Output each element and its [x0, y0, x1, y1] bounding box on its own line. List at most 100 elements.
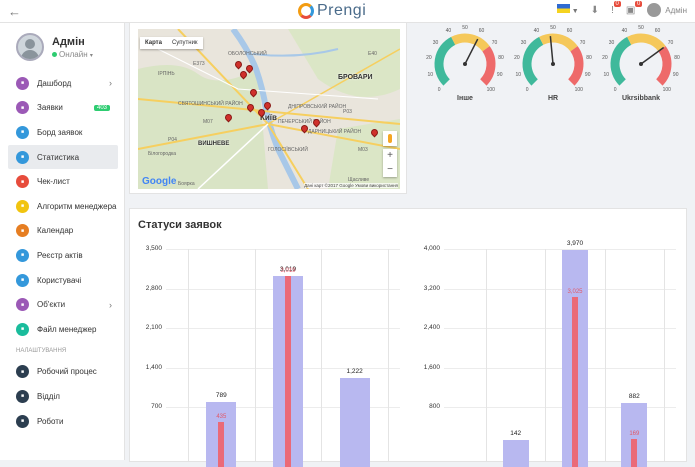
gauge-tick-label: 40: [445, 28, 452, 35]
user-status[interactable]: Онлайн ▾: [52, 50, 93, 59]
gauge-tick-label: 40: [533, 28, 540, 35]
stats-card: Статуси заявок 3,500 2,800 2,100 1,400 700 78…: [129, 208, 687, 467]
gauge-band: [655, 46, 672, 86]
sidebar-item[interactable]: ■ Календар: [8, 219, 118, 244]
map-pin-icon[interactable]: [246, 65, 253, 75]
user-menu[interactable]: Адмін: [647, 3, 687, 17]
inbox-badge: 0: [634, 0, 643, 7]
sidebar-item[interactable]: ■ Заявки 403: [8, 96, 118, 121]
category-divider: [321, 249, 323, 461]
y-tick-label: 1,600: [423, 363, 440, 371]
inbox-icon[interactable]: ▣ 0: [625, 0, 643, 16]
logo[interactable]: Prengi: [298, 0, 366, 22]
map-pin-icon[interactable]: [301, 125, 308, 135]
gauge-tick-label: 70: [579, 39, 586, 46]
count-badge: 403: [93, 104, 110, 111]
download-icon[interactable]: ⬇: [590, 4, 600, 16]
category-divider: [188, 249, 189, 461]
back-arrow-icon[interactable]: ←: [8, 4, 21, 19]
map-pin-icon[interactable]: [235, 61, 242, 71]
bar-total[interactable]: [502, 439, 529, 467]
map-label: Білогородка: [148, 151, 177, 157]
map-label: M03: [358, 147, 368, 153]
grid-line: [444, 288, 676, 290]
map-pin-icon[interactable]: [313, 119, 320, 129]
sidebar-item[interactable]: ■ Роботи: [8, 409, 118, 434]
gauge-tick-label: 50: [462, 24, 468, 31]
logo-text: Prengi: [317, 2, 367, 19]
bar-total[interactable]: [339, 377, 370, 467]
sidebar-item-label: Користувачі: [37, 275, 82, 285]
gauge-tick-label: 20: [514, 55, 520, 62]
file-manager-icon: ■: [16, 322, 29, 336]
sidebar-item[interactable]: ■ Статистика: [8, 144, 118, 170]
bar-subset-label: 435: [216, 414, 227, 421]
bar-subset-label: 3,019: [280, 268, 296, 275]
category-divider: [486, 249, 487, 461]
gauge-tick-label: 10: [427, 72, 434, 79]
map-label: ОБОЛОНСЬКИЙ: [228, 51, 267, 57]
bar-subset[interactable]: [218, 422, 225, 467]
chevron-down-icon: ▼: [571, 8, 579, 15]
bar-subset[interactable]: [285, 276, 291, 467]
language-selector[interactable]: ▼: [556, 4, 579, 16]
gauge-label: HR: [547, 95, 559, 102]
zoom-in-button[interactable]: +: [387, 150, 393, 161]
sidebar-item[interactable]: ■ Чек-лист: [8, 169, 118, 194]
bar-value-label: 789: [215, 392, 227, 400]
gauge-tick-label: 70: [667, 39, 674, 46]
sidebar-item[interactable]: ■ Реєстр актів: [8, 243, 118, 268]
gauge-tick-label: 90: [584, 72, 591, 79]
gauge-hub: [463, 62, 467, 66]
tab-satellite[interactable]: Супутник: [171, 40, 198, 46]
gauge-tick-label: 10: [603, 72, 610, 79]
grid-line: [166, 249, 400, 250]
status-chart-left: 3,500 2,800 2,100 1,400 700 789 435 3,019 3,019 1…: [130, 209, 408, 467]
gauge-tick-label: 40: [621, 28, 628, 35]
bar-subset[interactable]: [631, 438, 638, 467]
gauge-needle: [464, 38, 479, 65]
top-right-controls: ▼ ⬇ ! 0 ▣ 0 Адмін: [556, 0, 687, 17]
bar-subset[interactable]: [572, 297, 578, 467]
zoom-out-button[interactable]: −: [387, 164, 393, 175]
calendar-icon: ■: [16, 224, 29, 238]
logo-mark-icon: [298, 3, 314, 19]
requests-map[interactable]: Карта Супутник ІРПІНЬ ОБОЛОНСЬКИЙ СВЯТОШ…: [138, 29, 400, 189]
sidebar-item[interactable]: ■ Відділ: [8, 384, 118, 409]
gauge-tick-label: 30: [608, 39, 615, 46]
alert-icon[interactable]: ! 0: [611, 0, 621, 16]
gauge-band: [434, 36, 456, 86]
street-view-icon[interactable]: [383, 131, 397, 146]
tools-icon: ■: [16, 414, 29, 428]
gauge: 0 10 20 30 40 50 60 70 80 90 100 HR: [508, 22, 598, 108]
sidebar-item[interactable]: ■ Алгоритм менеджера: [8, 194, 118, 219]
tab-map[interactable]: Карта: [145, 40, 162, 46]
sidebar-item[interactable]: ■ Користувачі: [8, 268, 118, 293]
sidebar-item-label: Об'єкти: [37, 300, 66, 310]
sidebar-item-label: Дашборд: [37, 78, 72, 88]
map-type-tabs: Карта Супутник: [140, 37, 203, 49]
sidebar-item[interactable]: ■ Дашборд ›: [8, 71, 118, 96]
map-pin-icon[interactable]: [371, 129, 378, 139]
map-pin-icon[interactable]: [250, 89, 257, 99]
gauge-needle: [549, 36, 554, 65]
gauge-tick-label: 100: [486, 86, 495, 93]
sidebar-item[interactable]: ■ Файл менеджер: [8, 317, 118, 342]
sidebar-item[interactable]: ■ Об'єкти ›: [8, 292, 118, 317]
map-label: P03: [343, 109, 352, 115]
y-tick-label: 3,500: [145, 245, 162, 252]
sidebar-item-label: Чек-лист: [37, 177, 70, 187]
map-label: ВИШНЕВЕ: [198, 141, 230, 147]
gauge-tick-label: 80: [586, 55, 592, 62]
sidebar-item[interactable]: ■ Робочий процес: [8, 360, 118, 385]
gauge-tick-label: 60: [478, 28, 485, 35]
map-pin-icon[interactable]: [258, 109, 265, 119]
gauge-label: Інше: [457, 95, 473, 102]
stats-title: Статуси заявок: [138, 219, 222, 231]
map-label: P04: [168, 137, 177, 143]
map-pin-icon[interactable]: [225, 114, 232, 124]
alert-badge: 0: [613, 0, 621, 7]
sidebar-item[interactable]: ■ Борд заявок: [8, 120, 118, 145]
map-credit[interactable]: Дані карт ©2017 Google Умови використанн…: [304, 183, 398, 188]
map-pin-icon[interactable]: [247, 104, 254, 114]
